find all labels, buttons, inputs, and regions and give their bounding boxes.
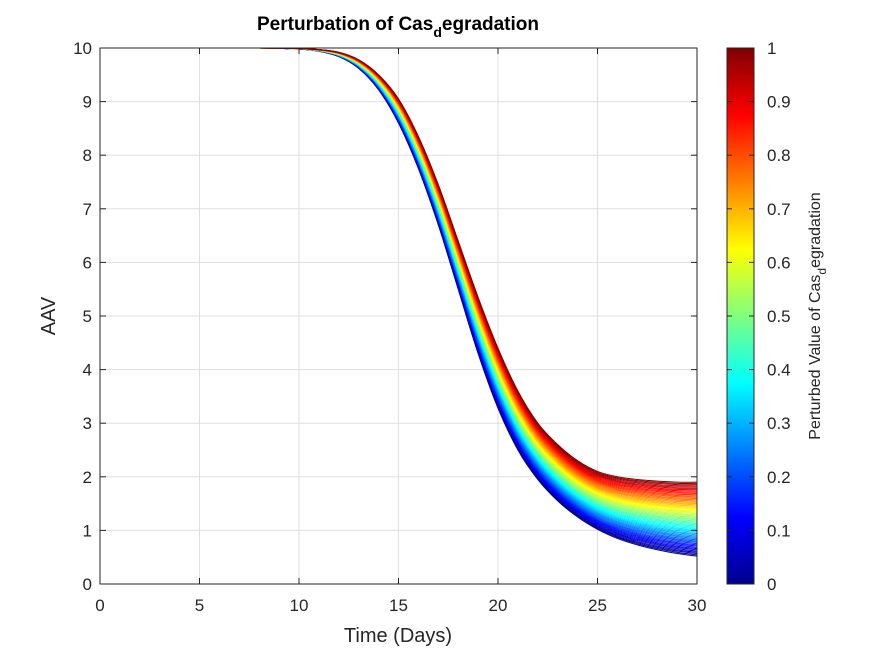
y-tick-label: 0 bbox=[83, 575, 92, 594]
x-tick-label: 15 bbox=[389, 596, 408, 615]
y-tick-label: 5 bbox=[83, 307, 92, 326]
y-tick-label: 7 bbox=[83, 200, 92, 219]
x-tick-label: 20 bbox=[489, 596, 508, 615]
x-tick-label: 30 bbox=[688, 596, 707, 615]
y-tick-label: 8 bbox=[83, 146, 92, 165]
x-tick-label: 5 bbox=[195, 596, 204, 615]
colorbar-label-subscript: d bbox=[815, 268, 829, 275]
y-tick-label: 10 bbox=[73, 39, 92, 58]
y-tick-label: 3 bbox=[83, 414, 92, 433]
x-axis-label: Time (Days) bbox=[344, 625, 452, 647]
colorbar-tick-label: 0.6 bbox=[767, 253, 791, 272]
colorbar-tick-label: 0.7 bbox=[767, 200, 791, 219]
colorbar-tick-label: 0.8 bbox=[767, 146, 791, 165]
chart-title: Perturbation of Casdegradation bbox=[257, 14, 539, 40]
y-tick-label: 6 bbox=[83, 253, 92, 272]
y-axis: 0 1 2 3 4 5 6 7 8 9 10 bbox=[73, 39, 697, 594]
x-tick-label: 25 bbox=[588, 596, 607, 615]
colorbar-label: Perturbed Value of Casdegradation bbox=[807, 192, 829, 439]
colorbar-tick-label: 0.5 bbox=[767, 307, 791, 326]
y-tick-label: 9 bbox=[83, 93, 92, 112]
colorbar-tick-label: 1 bbox=[767, 39, 776, 58]
colorbar-tick-label: 0.9 bbox=[767, 93, 791, 112]
x-tick-label: 10 bbox=[290, 596, 309, 615]
x-tick-label: 0 bbox=[95, 596, 104, 615]
x-axis: 0 5 10 15 20 25 30 bbox=[95, 48, 706, 615]
y-axis-label: AAV bbox=[38, 296, 60, 335]
colorbar-tick-label: 0.4 bbox=[767, 361, 791, 380]
colorbar-tick-label: 0.2 bbox=[767, 468, 791, 487]
colorbar-ticks: 0 0.1 0.2 0.3 0.4 0.5 0.6 0.7 0.8 0.9 1 bbox=[727, 39, 791, 594]
y-tick-label: 4 bbox=[83, 361, 92, 380]
y-tick-label: 2 bbox=[83, 468, 92, 487]
colorbar-tick-label: 0.3 bbox=[767, 414, 791, 433]
colorbar-tick-label: 0 bbox=[767, 575, 776, 594]
colorbar-tick-label: 0.1 bbox=[767, 521, 791, 540]
chart-title-subscript: d bbox=[433, 24, 442, 40]
y-tick-label: 1 bbox=[83, 521, 92, 540]
